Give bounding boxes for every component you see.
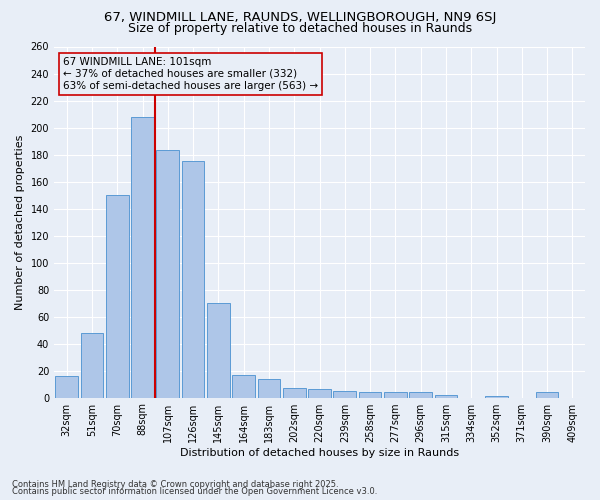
- Bar: [434, 395, 457, 398]
- Text: Size of property relative to detached houses in Raunds: Size of property relative to detached ho…: [128, 22, 472, 35]
- Bar: [384, 392, 407, 398]
- Bar: [536, 392, 559, 398]
- Bar: [232, 374, 255, 398]
- Bar: [409, 392, 432, 398]
- Bar: [308, 390, 331, 398]
- Bar: [359, 392, 382, 398]
- Bar: [80, 333, 103, 398]
- Bar: [283, 388, 305, 398]
- Bar: [207, 303, 230, 398]
- Bar: [157, 150, 179, 398]
- Bar: [131, 116, 154, 398]
- Text: Contains HM Land Registry data © Crown copyright and database right 2025.: Contains HM Land Registry data © Crown c…: [12, 480, 338, 489]
- Text: 67, WINDMILL LANE, RAUNDS, WELLINGBOROUGH, NN9 6SJ: 67, WINDMILL LANE, RAUNDS, WELLINGBOROUG…: [104, 11, 496, 24]
- Bar: [485, 396, 508, 398]
- X-axis label: Distribution of detached houses by size in Raunds: Distribution of detached houses by size …: [180, 448, 459, 458]
- Bar: [106, 195, 128, 398]
- Text: 67 WINDMILL LANE: 101sqm
← 37% of detached houses are smaller (332)
63% of semi-: 67 WINDMILL LANE: 101sqm ← 37% of detach…: [63, 58, 318, 90]
- Text: Contains public sector information licensed under the Open Government Licence v3: Contains public sector information licen…: [12, 487, 377, 496]
- Bar: [334, 391, 356, 398]
- Bar: [182, 162, 205, 398]
- Y-axis label: Number of detached properties: Number of detached properties: [15, 134, 25, 310]
- Bar: [257, 378, 280, 398]
- Bar: [55, 376, 78, 398]
